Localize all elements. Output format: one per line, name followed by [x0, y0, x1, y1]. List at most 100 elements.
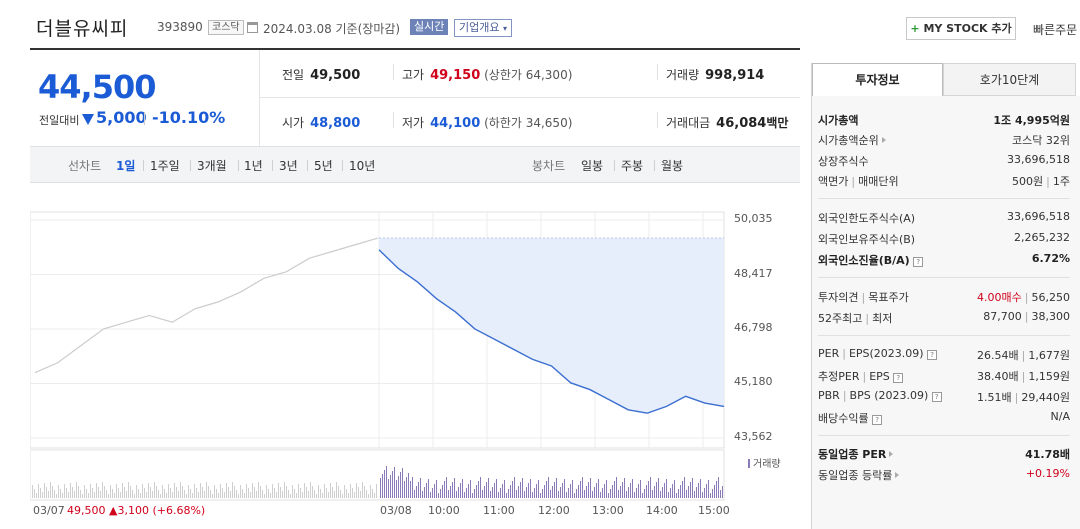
volume-bar [496, 479, 497, 498]
volume-bar [260, 486, 261, 498]
shares-label: 상장주식수 [818, 155, 869, 168]
sector-per-row[interactable]: 동일업종 PER 41.78배 [818, 446, 1070, 464]
volume-bar [502, 484, 503, 498]
market-cap-rank-row[interactable]: 시가총액순위 코스닥 32위 [818, 132, 1070, 150]
sector-change-value: +0.19% [1025, 467, 1070, 480]
volume-bar [536, 484, 537, 498]
period-bar: 선차트 1일 1주일 3개월 1년 3년 5년 10년 봉차트 일봉 주봉 월봉 [30, 146, 800, 183]
period-3m[interactable]: 3개월 [197, 159, 227, 173]
help-icon[interactable]: ? [893, 373, 904, 383]
volume-bar [264, 494, 265, 498]
volume-bar [162, 485, 163, 498]
help-icon[interactable]: ? [872, 415, 883, 425]
volume-bar [238, 494, 239, 498]
stat-prev-close: 전일 49,500 [282, 66, 360, 83]
volume-bar [242, 489, 243, 498]
candle-weekly[interactable]: 주봉 [621, 159, 644, 173]
volume-bar [398, 476, 399, 498]
est-per-row: 추정PER | EPS ? 38.40배 | 1,159원 [818, 368, 1070, 386]
foreign-ratio-row: 외국인소진율(B/A) ? 6.72% [818, 252, 1070, 270]
add-mystock-button[interactable]: + MY STOCK 추가 [906, 17, 1016, 40]
est-per-value: 38.40배 | 1,159원 [977, 370, 1070, 383]
volume-bar [40, 488, 41, 498]
volume-bar [340, 490, 341, 498]
volume-bar [566, 492, 567, 498]
volume-bar [328, 492, 329, 498]
volume-bar [338, 486, 339, 498]
volume-bar [440, 489, 441, 498]
volume-bar [124, 487, 125, 498]
stat-label: 시가 [282, 116, 305, 130]
period-10y[interactable]: 10년 [349, 159, 376, 173]
quick-order-link[interactable]: 빠른주문 [1033, 23, 1078, 37]
volume-bar [676, 493, 677, 498]
realtime-button[interactable]: 실시간 [410, 19, 449, 35]
stock-header: 더블유씨피 393890 코스닥 2024.03.08 기준(장마감) 실시간 … [0, 0, 1080, 48]
volume-bar [82, 494, 83, 498]
volume-bar [306, 487, 307, 498]
divider [657, 112, 658, 128]
volume-bar [622, 482, 623, 498]
volume-bar [46, 487, 47, 498]
period-5y[interactable]: 5년 [314, 159, 333, 173]
today-fill [379, 238, 724, 414]
candle-monthly[interactable]: 월봉 [661, 159, 684, 173]
stat-sub: (하한가 34,650) [484, 116, 573, 130]
divider [238, 160, 239, 171]
volume-bar [444, 481, 445, 498]
sector-change-row[interactable]: 동일업종 등락률 +0.19% [818, 467, 1070, 485]
volume-bar [524, 491, 525, 498]
volume-bar [684, 477, 685, 498]
volume-bar [286, 486, 287, 498]
volume-bar [554, 482, 555, 498]
market-cap-rank-label: 시가총액순위 [818, 132, 886, 148]
help-icon[interactable]: ? [927, 350, 938, 360]
volume-bar [142, 484, 143, 498]
volume-bar [166, 493, 167, 498]
volume-bar [394, 467, 395, 498]
volume-bar [56, 494, 57, 498]
volume-bar [640, 480, 641, 498]
help-icon[interactable]: ? [913, 257, 924, 267]
volume-bar [480, 477, 481, 498]
week52-row: 52주최고 | 최저 87,700 | 38,300 [818, 310, 1070, 328]
tab-orderbook[interactable]: 호가10단계 [943, 63, 1076, 96]
volume-bar [492, 487, 493, 498]
stat-open: 시가 48,800 [282, 114, 360, 131]
volume-bar [278, 483, 279, 498]
volume-bar [600, 492, 601, 498]
volume-bar [138, 489, 139, 498]
volume-bar [44, 483, 45, 498]
volume-bar [660, 491, 661, 498]
volume-bar [198, 492, 199, 498]
period-3y[interactable]: 3년 [279, 159, 298, 173]
volume-bar [686, 490, 687, 498]
volume-bar [538, 480, 539, 498]
volume-bar [604, 484, 605, 498]
down-arrow-icon [82, 114, 94, 125]
volume-bar [452, 482, 453, 498]
stat-row: 전일 49,500 고가 49,150 (상한가 64,300) 거래량 998,91… [260, 50, 800, 98]
volume-bar [234, 486, 235, 498]
volume-bar [208, 486, 209, 498]
intraday-chart[interactable]: 50,035 48,417 46,798 45,180 43,562 거래량 0… [30, 182, 800, 529]
volume-bar [54, 490, 55, 498]
company-overview-dropdown[interactable]: 기업개요 ▾ [454, 19, 512, 37]
volume-bar [372, 489, 373, 498]
period-1y[interactable]: 1년 [244, 159, 263, 173]
stat-value: 998,914 [705, 68, 765, 83]
volume-bar [302, 492, 303, 498]
period-1d[interactable]: 1일 [116, 159, 136, 173]
candle-daily[interactable]: 일봉 [581, 159, 604, 173]
help-icon[interactable]: ? [931, 392, 942, 402]
volume-bar [532, 492, 533, 498]
volume-bar [530, 479, 531, 498]
volume-bar [202, 487, 203, 498]
volume-bar [610, 489, 611, 498]
tab-investment-info[interactable]: 투자정보 [812, 63, 943, 96]
volume-bar [546, 481, 547, 498]
volume-bar [110, 485, 111, 498]
period-1w[interactable]: 1주일 [150, 159, 180, 173]
volume-bar [592, 491, 593, 498]
volume-bar [246, 484, 247, 498]
